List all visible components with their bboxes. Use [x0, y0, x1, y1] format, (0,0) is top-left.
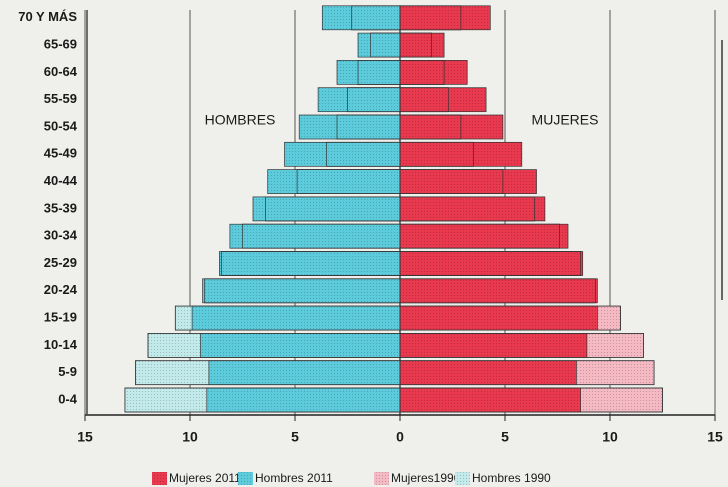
bar-texture: [267, 169, 400, 194]
y-tick-label: 65-69: [44, 37, 77, 52]
y-tick-label: 55-59: [44, 91, 77, 106]
bar-texture: [284, 142, 400, 167]
annotation: MUJERES: [532, 112, 599, 128]
bar-outline: [124, 387, 401, 413]
bar-outline: [242, 223, 401, 249]
y-tick-label: 50-54: [44, 118, 78, 133]
bar-outline: [174, 305, 401, 331]
bar-texture: [253, 196, 400, 221]
y-tick-label: 0-4: [58, 391, 78, 406]
bar-outline: [370, 32, 401, 58]
bar-outline: [204, 278, 401, 304]
bar-outline: [296, 169, 401, 194]
bar-texture: [200, 333, 400, 358]
y-tick-label: 35-39: [44, 200, 77, 215]
bar-texture: [219, 251, 400, 276]
x-tick-label: 0: [396, 429, 404, 445]
y-tick-label: 45-49: [44, 146, 77, 161]
x-tick-label: 5: [501, 429, 509, 445]
bar-texture: [400, 5, 491, 30]
bar-outline: [351, 5, 401, 31]
y-tick-label: 60-64: [44, 64, 78, 79]
bar-texture: [400, 142, 522, 167]
y-tick-label: 15-19: [44, 310, 77, 325]
bar-texture: [229, 224, 400, 249]
x-tick-label: 10: [602, 429, 618, 445]
bar-texture: [400, 87, 487, 112]
bar-outline: [347, 87, 401, 113]
bar-texture: [400, 115, 503, 139]
bar-texture: [400, 306, 598, 331]
bar-outline: [357, 60, 401, 85]
x-tick-label: 15: [707, 429, 723, 445]
bar-texture: [400, 360, 577, 385]
bar-texture: [192, 306, 400, 331]
y-tick-label: 5-9: [58, 364, 77, 379]
bar-outline: [326, 141, 401, 167]
y-tick-label: 25-29: [44, 255, 77, 270]
legend-label: Hombres 2011: [255, 471, 333, 485]
annotation: HOMBRES: [205, 112, 276, 128]
bar-texture: [206, 388, 400, 412]
x-tick-label: 15: [77, 429, 93, 445]
bar-texture: [400, 333, 587, 358]
y-tick-label: 30-34: [44, 228, 78, 243]
y-tick-label: 70 Y MÁS: [18, 9, 77, 24]
bar-texture: [400, 278, 598, 303]
bar-texture: [400, 251, 583, 276]
bar-texture: [400, 196, 545, 221]
bar-texture: [358, 33, 400, 58]
legend-swatch-texture: [374, 472, 389, 485]
bar-texture: [400, 33, 445, 58]
bar-texture: [318, 87, 400, 112]
x-tick-label: 5: [291, 429, 299, 445]
y-tick-label: 10-14: [44, 337, 78, 352]
bar-texture: [202, 278, 400, 303]
legend-swatch-texture: [152, 472, 167, 485]
legend-label: Mujeres1990: [391, 471, 461, 485]
x-tick-label: 10: [182, 429, 198, 445]
bar-texture: [400, 60, 468, 85]
bar-outline: [147, 333, 401, 358]
bar-texture: [208, 360, 400, 385]
bar-texture: [337, 60, 400, 85]
bar-texture: [322, 5, 400, 30]
y-tick-label: 20-24: [44, 282, 78, 297]
bar-outline: [221, 251, 401, 276]
bar-outline: [265, 196, 401, 222]
legend-label: Hombres 1990: [472, 471, 551, 485]
bar-outline: [135, 360, 401, 386]
bar-texture: [400, 224, 568, 249]
bar-outline: [336, 114, 401, 140]
legend-label: Mujeres 2011: [169, 471, 241, 485]
bar-texture: [299, 115, 400, 139]
y-tick-label: 40-44: [44, 173, 78, 188]
bar-texture: [400, 388, 581, 412]
legend-swatch-texture: [455, 472, 470, 485]
legend-swatch-texture: [238, 472, 253, 485]
bar-texture: [400, 169, 537, 194]
